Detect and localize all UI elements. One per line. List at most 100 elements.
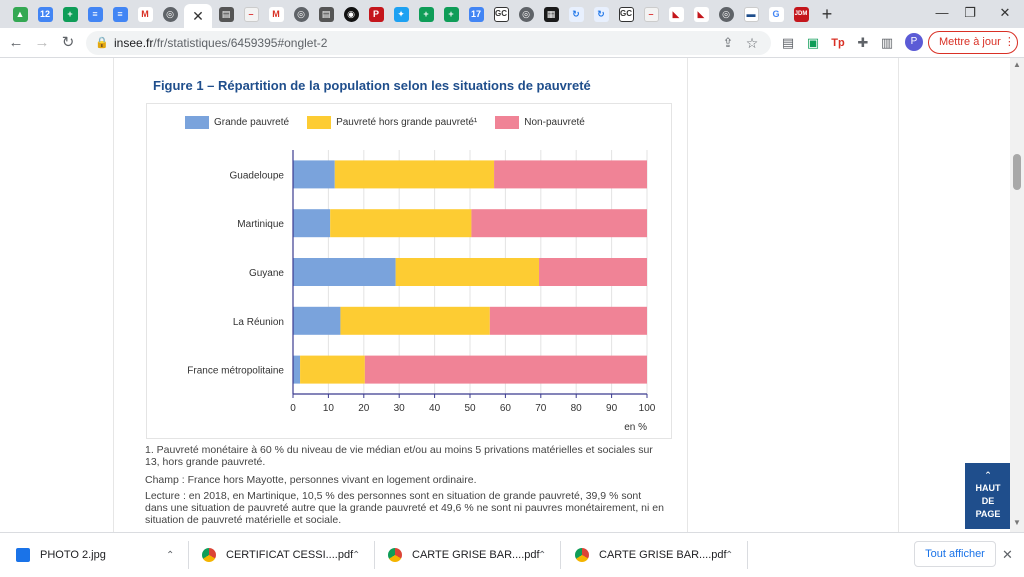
update-button[interactable]: Mettre à jour ⋮ — [928, 31, 1018, 54]
tab-docs[interactable]: ≡ — [83, 4, 107, 24]
bar-segment[interactable] — [330, 209, 472, 238]
window-close-button[interactable]: ✕ — [999, 5, 1011, 20]
bar-segment[interactable] — [340, 306, 490, 335]
scroll-up-arrow-icon[interactable]: ▲ — [1013, 60, 1021, 69]
show-all-downloads-button[interactable]: Tout afficher — [914, 541, 996, 567]
side-panel-icon[interactable]: ▥ — [880, 35, 894, 50]
scrollbar-thumb[interactable] — [1013, 154, 1021, 190]
tab-flag[interactable]: ◣ — [664, 4, 688, 24]
download-item[interactable]: CARTE GRISE BAR....pdf ⌃ — [388, 533, 558, 577]
scroll-down-arrow-icon[interactable]: ▼ — [1013, 518, 1021, 527]
tab-news-3[interactable]: ▦ — [539, 4, 563, 24]
bar-segment[interactable] — [293, 160, 335, 189]
x-tick-label: 100 — [639, 403, 656, 414]
chrome-icon — [388, 548, 402, 562]
category-label: France métropolitaine — [187, 366, 284, 377]
bar-segment[interactable] — [293, 209, 331, 238]
reading-list-icon[interactable]: ▤ — [781, 35, 795, 50]
close-icon[interactable]: ✕ — [1002, 547, 1013, 562]
chevron-up-icon[interactable]: ⌃ — [538, 549, 547, 561]
new-tab-button[interactable]: + — [821, 4, 833, 24]
download-item[interactable]: PHOTO 2.jpg ⌃ — [16, 533, 186, 577]
tab-drive[interactable]: ▲ — [8, 4, 32, 24]
tab-gc-2[interactable]: GC — [614, 4, 638, 24]
bookmark-star-icon[interactable]: ☆ — [745, 35, 759, 51]
stacked-bar-chart: Guadeloupe Martinique Guyane La Réunion Fran… — [187, 150, 656, 433]
bar-segment[interactable] — [539, 258, 647, 286]
back-arrow-icon[interactable]: ← — [8, 34, 24, 51]
extensions-puzzle-icon[interactable]: ✚ — [857, 35, 869, 50]
tab-docs-2[interactable]: ≡ — [108, 4, 132, 24]
tab-refresh[interactable]: ↻ — [564, 4, 588, 24]
back-to-top-button[interactable]: ⌃ HAUT DE PAGE — [965, 463, 1011, 529]
tab-page-2[interactable]: – — [639, 4, 663, 24]
tab-refresh-2[interactable]: ↻ — [589, 4, 613, 24]
legend-item-grande-pauvrete[interactable]: Grande pauvreté — [185, 115, 289, 129]
reload-icon[interactable]: ↻ — [61, 34, 75, 51]
globe-icon: ◎ — [293, 6, 309, 22]
tab-gov[interactable]: ▬ — [739, 4, 763, 24]
bar-segment[interactable] — [293, 355, 301, 384]
chevron-up-icon[interactable]: ⌃ — [725, 549, 734, 561]
tab-sheets-3[interactable]: + — [439, 4, 463, 24]
tab-page[interactable]: – — [239, 4, 263, 24]
restore-button[interactable]: ❐ — [964, 5, 976, 20]
tab-sheets[interactable]: + — [58, 4, 82, 24]
download-item[interactable]: CERTIFICAT CESSI....pdf ⌃ — [202, 533, 372, 577]
update-button-label: Mettre à jour — [939, 36, 1001, 48]
tab-news-2[interactable]: ▤ — [314, 4, 338, 24]
profile-avatar[interactable]: P — [905, 33, 923, 51]
bar-segment[interactable] — [489, 306, 647, 335]
tab-gmail-2[interactable]: M — [264, 4, 288, 24]
chevron-up-icon[interactable]: ⌃ — [166, 549, 175, 561]
bar-segment[interactable] — [334, 160, 495, 189]
share-icon[interactable]: ⇪ — [722, 35, 734, 50]
forward-arrow-icon[interactable]: → — [34, 34, 50, 51]
address-bar[interactable]: 🔒 insee.fr/fr/statistiques/6459395#ongle… — [86, 31, 771, 55]
extension-green-icon[interactable]: ▣ — [806, 35, 820, 50]
tab-globe[interactable]: ◎ — [158, 4, 182, 24]
extension-tp-icon[interactable]: Tp — [831, 37, 845, 49]
tab-google[interactable]: G — [764, 4, 788, 24]
chevron-up-icon[interactable]: ⌃ — [352, 549, 361, 561]
web-page: Figure 1 – Répartition de la population … — [0, 58, 1024, 532]
bar-segment[interactable] — [293, 306, 341, 335]
globe-icon: ◎ — [718, 6, 734, 22]
page-icon: – — [643, 6, 659, 22]
news-icon: ▦ — [543, 6, 559, 22]
tab-gmail[interactable]: M — [133, 4, 157, 24]
bar-segment[interactable] — [364, 355, 647, 384]
google-icon: G — [768, 6, 784, 22]
bar-segment[interactable] — [494, 160, 647, 189]
bar-segment[interactable] — [471, 209, 647, 238]
tab-news[interactable]: ▤ — [214, 4, 238, 24]
tab-globe-3[interactable]: ◎ — [514, 4, 538, 24]
download-separator — [747, 541, 748, 569]
download-item[interactable]: CARTE GRISE BAR....pdf ⌃ — [575, 533, 745, 577]
x-tick-label: 10 — [323, 403, 335, 414]
tab-jdm[interactable]: JDM — [789, 4, 813, 24]
minimize-button[interactable]: — — [935, 5, 949, 20]
lock-icon[interactable]: 🔒 — [95, 37, 109, 49]
bar-segment[interactable] — [293, 258, 396, 286]
tab-globe-2[interactable]: ◎ — [289, 4, 313, 24]
bar-segment[interactable] — [395, 258, 540, 286]
legend-item-pauvrete-hors[interactable]: Pauvreté hors grande pauvreté¹ — [307, 115, 477, 129]
legend-item-non-pauvrete[interactable]: Non-pauvreté — [495, 115, 585, 129]
tab-gc[interactable]: GC — [489, 4, 513, 24]
tab-sheets-2[interactable]: + — [414, 4, 438, 24]
tab-active-insee[interactable]: ✕ — [184, 4, 212, 28]
page-scrollbar[interactable]: ▲ ▼ — [1010, 58, 1024, 532]
tab-flag-2[interactable]: ◣ — [689, 4, 713, 24]
tab-calendar[interactable]: 12 — [33, 4, 57, 24]
page-icon: – — [243, 6, 259, 22]
tab-mediapart[interactable]: ◉ — [339, 4, 363, 24]
tab-twitter[interactable]: ✦ — [389, 4, 413, 24]
download-separator — [188, 541, 189, 569]
close-icon[interactable]: ✕ — [192, 7, 204, 24]
flag-icon: ◣ — [693, 6, 709, 22]
tab-globe-4[interactable]: ◎ — [714, 4, 738, 24]
bar-segment[interactable] — [300, 355, 365, 384]
tab-calendar-2[interactable]: 17 — [464, 4, 488, 24]
tab-p[interactable]: P — [364, 4, 388, 24]
